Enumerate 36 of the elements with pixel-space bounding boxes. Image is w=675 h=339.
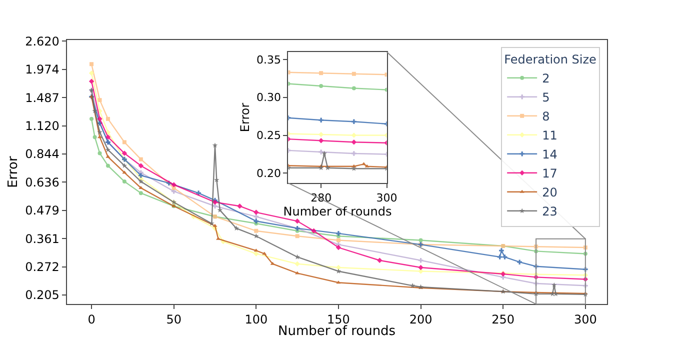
legend-label: 5 (542, 90, 550, 105)
y-tick-label: 0.35 (256, 53, 282, 66)
y-tick-label: 0.636 (25, 175, 60, 190)
legend-label: 23 (542, 204, 558, 219)
x-tick-label: 150 (327, 312, 350, 326)
y-tick-label: 0.844 (25, 147, 60, 162)
y-tick-label: 0.30 (256, 91, 282, 104)
x-tick-label: 0 (88, 312, 96, 326)
legend-label: 11 (542, 128, 558, 143)
y-tick-label: 0.25 (256, 129, 282, 142)
y-tick-label: 1.974 (25, 62, 60, 77)
legend-label: 17 (542, 166, 558, 181)
x-axis-title: Number of rounds (283, 204, 392, 218)
y-tick-label: 1.120 (25, 118, 60, 133)
legend-title: Federation Size (504, 52, 596, 66)
legend-label: 2 (542, 72, 550, 86)
y-tick-label: 0.479 (25, 204, 60, 218)
y-tick-label: 2.620 (25, 34, 60, 48)
y-axis-title: Error (6, 156, 22, 188)
y-tick-label: 0.20 (256, 167, 282, 180)
x-tick-label: 300 (376, 191, 398, 204)
y-tick-label: 1.487 (25, 90, 60, 105)
x-tick-label: 300 (574, 312, 597, 326)
legend-label: 20 (542, 186, 558, 200)
x-tick-label: 50 (166, 312, 182, 326)
y-tick-label: 0.272 (25, 260, 60, 274)
legend-label: 8 (542, 110, 550, 124)
y-tick-label: 0.205 (25, 288, 60, 302)
x-axis-title: Number of rounds (278, 324, 396, 339)
x-tick-label: 100 (244, 312, 268, 326)
y-tick-label: 0.361 (25, 232, 60, 246)
x-tick-label: 200 (409, 312, 432, 326)
x-tick-label: 250 (492, 312, 515, 326)
x-tick-label: 280 (310, 191, 332, 204)
legend-label: 14 (542, 148, 558, 162)
y-axis-title: Error (238, 102, 252, 132)
